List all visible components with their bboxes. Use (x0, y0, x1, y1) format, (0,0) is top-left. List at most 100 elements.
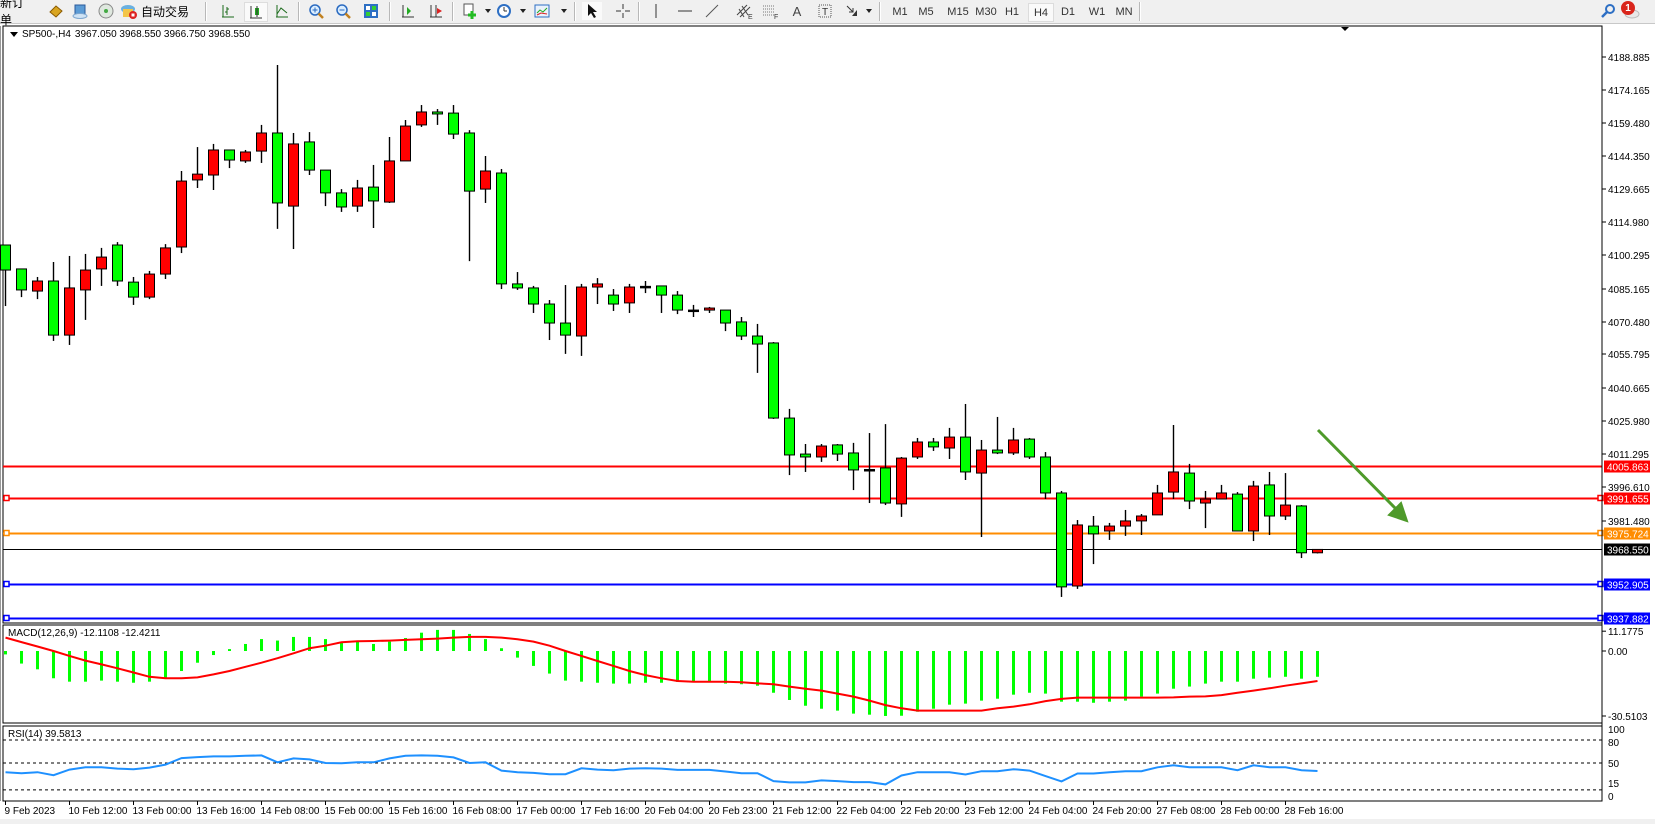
cursor-icon[interactable] (582, 2, 602, 20)
price-tick-label: 4159.480 (1608, 119, 1650, 130)
macd-histogram-bar (212, 651, 215, 656)
candle (1280, 473, 1291, 521)
signals-icon[interactable] (96, 2, 116, 20)
indicators-dropdown[interactable] (485, 9, 491, 13)
search-icon[interactable] (1598, 2, 1618, 20)
macd-histogram-bar (1108, 651, 1111, 702)
macd-histogram-bar (820, 651, 823, 709)
vertical-line-icon[interactable] (646, 2, 666, 20)
macd-histogram-bar (676, 651, 679, 682)
candle (336, 189, 347, 212)
candle-body (880, 467, 891, 504)
candle (528, 285, 539, 313)
candle-body (1184, 472, 1195, 502)
macd-histogram-bar (20, 651, 23, 664)
equidistant-channel-icon[interactable]: E (734, 2, 756, 20)
macd-panel: 11.1775 0.00 -30.5103 (4, 627, 1648, 723)
candle-body (1248, 485, 1259, 532)
macd-axis-label: 11.1775 (1608, 627, 1644, 638)
price-tick-label: 4100.295 (1608, 251, 1650, 262)
rsi-axis-label: 100 (1608, 725, 1625, 736)
line-chart-icon[interactable] (272, 2, 292, 20)
arrows-icon[interactable] (842, 2, 862, 20)
time-axis: 9 Feb 2023 10 Feb 12:00 13 Feb 00:00 13 Feb… (5, 801, 1344, 817)
candle (720, 309, 731, 332)
candle (208, 143, 219, 190)
text-label-icon[interactable]: T (815, 2, 835, 20)
candle (912, 437, 923, 459)
candle (992, 416, 1003, 455)
chart-frame (0, 25, 1603, 802)
candle (1056, 490, 1067, 597)
new-order-button[interactable]: 新订单 (0, 0, 32, 27)
arrows-dropdown[interactable] (866, 9, 872, 13)
timeframe-w1[interactable]: W1 (1088, 5, 1106, 18)
macd-histogram-bar (1316, 651, 1319, 677)
macd-histogram-bar (1012, 651, 1015, 695)
candle (1264, 471, 1275, 536)
candle-body (784, 417, 795, 456)
candle (288, 132, 299, 250)
timeframe-m30[interactable]: M30 (975, 5, 997, 18)
time-label: 24 Feb 04:00 (1029, 806, 1088, 817)
auto-trading-button[interactable]: 自动交易 (120, 2, 200, 20)
macd-histogram-bar (404, 638, 407, 651)
timeframe-h4[interactable]: H4 (1028, 3, 1054, 22)
timeframe-mn[interactable]: MN (1115, 5, 1133, 18)
rsi-axis-label: 0 (1608, 792, 1614, 803)
trendline-icon[interactable] (702, 2, 722, 20)
candle-body (944, 436, 955, 449)
candle (800, 444, 811, 472)
level-price-badge (1604, 527, 1650, 540)
timeframe-m1[interactable]: M1 (892, 5, 908, 18)
tile-windows-icon[interactable] (361, 2, 381, 20)
bar-chart-icon[interactable] (218, 2, 238, 20)
data-window-icon[interactable] (70, 2, 90, 20)
candle (896, 456, 907, 517)
timeframe-h1[interactable]: H1 (1004, 5, 1020, 18)
macd-histogram-bar (180, 651, 183, 672)
macd-histogram-bar (68, 651, 71, 682)
notification-badge: 1 (1621, 1, 1635, 15)
timeframe-d1[interactable]: D1 (1060, 5, 1076, 18)
macd-histogram-bar (868, 651, 871, 715)
market-watch-icon[interactable] (46, 2, 66, 20)
candle-body (1056, 492, 1067, 588)
indicators-icon[interactable] (460, 2, 480, 20)
horizontal-line-icon[interactable] (675, 2, 695, 20)
time-label: 28 Feb 16:00 (1285, 806, 1344, 817)
text-icon[interactable]: A (792, 3, 802, 19)
candle-body (592, 283, 603, 288)
candle (976, 439, 987, 538)
templates-dropdown[interactable] (561, 9, 567, 13)
arrow-head-icon (1387, 501, 1409, 523)
candlestick-icon[interactable] (244, 2, 268, 22)
candle (1168, 424, 1179, 500)
periods-icon[interactable] (494, 2, 514, 20)
macd-histogram-bar (516, 651, 519, 658)
level-handle (1597, 494, 1604, 502)
macd-histogram-bar (468, 633, 471, 651)
candle-body (336, 192, 347, 208)
crosshair-icon[interactable] (613, 2, 633, 20)
timeframe-m5[interactable]: M5 (918, 5, 934, 18)
zoom-out-icon[interactable] (333, 2, 353, 20)
price-levels (3, 465, 1604, 622)
candle-body (1040, 456, 1051, 494)
level-handle (3, 614, 10, 622)
zoom-in-icon[interactable] (306, 2, 326, 20)
collapse-triangle-icon[interactable] (10, 32, 18, 37)
periods-dropdown[interactable] (520, 9, 526, 13)
templates-icon[interactable] (532, 2, 552, 20)
timeframe-m15[interactable]: M15 (947, 5, 969, 18)
candle-body (240, 151, 251, 162)
candle-body (0, 244, 11, 271)
rsi-label: RSI(14) 39.5813 (8, 729, 82, 740)
auto-scroll-icon[interactable] (426, 2, 446, 20)
fibonacci-icon[interactable]: F (760, 2, 782, 20)
price-tick-label: 4085.165 (1608, 285, 1650, 296)
macd-histogram-bar (1268, 651, 1271, 678)
chart-shift-icon[interactable] (398, 2, 418, 20)
annotation-arrow (1316, 428, 1409, 523)
